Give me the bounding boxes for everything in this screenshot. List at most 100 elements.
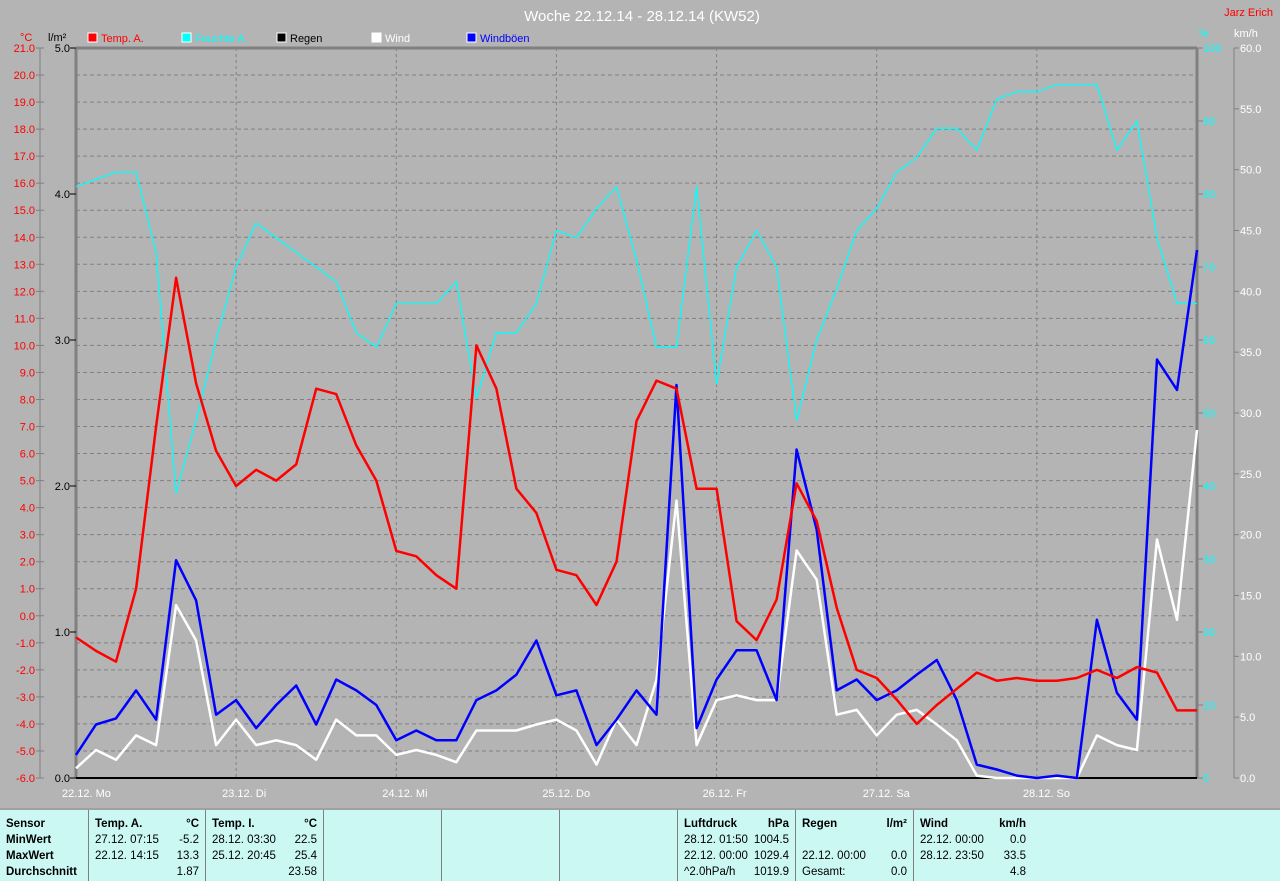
pressure-header: Luftdruck — [684, 818, 738, 830]
temp-tick-label: 13.0 — [14, 259, 35, 271]
humidity-tick-label: 50 — [1203, 408, 1215, 420]
legend-label: Wind — [385, 33, 410, 45]
temp-tick-label: 16.0 — [14, 178, 35, 190]
temp-i-min-time: 28.12. 03:30 — [212, 834, 276, 846]
pressure-unit: hPa — [767, 818, 789, 830]
wind-min-time: 22.12. 00:00 — [920, 834, 984, 846]
temp-i-max-time: 25.12. 20:45 — [212, 850, 276, 862]
humidity-tick-label: 90 — [1203, 116, 1215, 128]
temp-tick-label: 7.0 — [20, 422, 35, 434]
wind-axis-unit: km/h — [1234, 28, 1258, 40]
temp-a-min-time: 27.12. 07:15 — [95, 834, 159, 846]
wind-unit: km/h — [999, 818, 1026, 830]
sensor-column: Sensor MinWert MaxWert Durchschnitt — [0, 810, 89, 881]
pressure-column: Luftdruck hPa 28.12. 01:50 1004.5 22.12. 0… — [678, 810, 796, 881]
temp-tick-label: -6.0 — [16, 773, 35, 785]
legend-swatch — [181, 32, 192, 43]
temp-tick-label: -4.0 — [16, 719, 35, 731]
temp-tick-label: 6.0 — [20, 449, 35, 461]
legend-swatch — [87, 32, 98, 43]
legend-label: Windböen — [480, 33, 530, 45]
series-line-feuchte-a — [75, 83, 1197, 494]
sensor-header: Sensor — [6, 818, 45, 830]
wind-tick-label: 35.0 — [1240, 347, 1261, 359]
temp-i-unit: °C — [304, 818, 317, 830]
temp-a-avg: 1.87 — [176, 866, 199, 878]
humidity-axis-unit: % — [1199, 28, 1209, 40]
temp-i-header: Temp. I. — [212, 818, 255, 830]
series-line-windböen — [74, 249, 1199, 780]
humidity-tick-label: 0 — [1203, 773, 1209, 785]
rain-header: Regen — [802, 818, 838, 830]
legend-swatch — [466, 32, 477, 43]
axes: 22.12. Mo 23.12. Di 24.12. Mi 25.12. Do 26.1… — [14, 43, 1262, 800]
temp-tick-label: 11.0 — [14, 313, 35, 325]
pressure-max: 1029.4 — [753, 850, 789, 862]
temp-tick-label: 14.0 — [14, 232, 35, 244]
avg-label: Durchschnitt — [6, 866, 77, 878]
temp-tick-label: 17.0 — [14, 151, 35, 163]
max-label: MaxWert — [6, 850, 54, 862]
wind-tick-label: 20.0 — [1240, 530, 1261, 542]
rain-max-time: 22.12. 00:00 — [802, 850, 866, 862]
temp-tick-label: 21.0 — [14, 43, 35, 55]
series-line-temp-a — [75, 276, 1197, 726]
x-tick-label: 22.12. Mo — [62, 788, 111, 800]
legend-label: Temp. A. — [101, 33, 144, 45]
humidity-tick-label: 80 — [1203, 189, 1215, 201]
temp-tick-label: -5.0 — [16, 746, 35, 758]
temp-tick-label: 2.0 — [20, 557, 35, 569]
rain-tick-label: 0.0 — [55, 773, 70, 785]
humidity-tick-label: 70 — [1203, 262, 1215, 274]
temp-a-min: -5.2 — [179, 834, 199, 846]
x-tick-label: 26.12. Fr — [703, 788, 747, 800]
temp-tick-label: 9.0 — [20, 367, 35, 379]
temp-a-column: Temp. A. °C 27.12. 07:15 -5.2 22.12. 14:15… — [89, 810, 206, 881]
statistics-table: Sensor MinWert MaxWert Durchschnitt Temp… — [0, 808, 1280, 881]
temp-axis-unit: °C — [20, 32, 32, 44]
author-label: Jarz Erich — [1224, 7, 1273, 19]
series-group — [74, 83, 1199, 780]
wind-tick-label: 55.0 — [1240, 104, 1261, 116]
wind-min: 0.0 — [1010, 834, 1026, 846]
pressure-min: 1004.5 — [753, 834, 789, 846]
temp-tick-label: 10.0 — [14, 340, 35, 352]
temp-tick-label: -1.0 — [16, 638, 35, 650]
temp-tick-label: 5.0 — [20, 476, 35, 488]
temp-tick-label: 3.0 — [20, 530, 35, 542]
rain-axis-unit: l/m² — [48, 32, 67, 44]
x-tick-label: 24.12. Mi — [382, 788, 427, 800]
temp-tick-label: 19.0 — [14, 97, 35, 109]
rain-tick-label: 2.0 — [55, 481, 70, 493]
temp-i-avg: 23.58 — [288, 866, 317, 878]
grid — [76, 48, 1197, 778]
wind-max: 33.5 — [1003, 850, 1026, 862]
wind-tick-label: 60.0 — [1240, 43, 1261, 55]
wind-tick-label: 10.0 — [1240, 651, 1261, 663]
rain-tick-label: 5.0 — [55, 43, 70, 55]
wind-column: Wind km/h 22.12. 00:00 0.0 28.12. 23:50 33.… — [914, 810, 1032, 881]
wind-tick-label: 25.0 — [1240, 469, 1261, 481]
temp-tick-label: 1.0 — [20, 584, 35, 596]
min-label: MinWert — [6, 834, 52, 846]
temp-tick-label: -2.0 — [16, 665, 35, 677]
wind-tick-label: 45.0 — [1240, 226, 1261, 238]
rain-total: 0.0 — [891, 866, 907, 878]
wind-tick-label: 50.0 — [1240, 165, 1261, 177]
rain-tick-label: 1.0 — [55, 627, 70, 639]
pressure-trend: ^2.0hPa/h — [684, 866, 736, 878]
pressure-min-time: 28.12. 01:50 — [684, 834, 748, 846]
x-tick-label: 25.12. Do — [542, 788, 590, 800]
chart-title: Woche 22.12.14 - 28.12.14 (KW52) — [524, 8, 760, 25]
x-tick-label: 23.12. Di — [222, 788, 266, 800]
wind-tick-label: 5.0 — [1240, 712, 1255, 724]
humidity-tick-label: 100 — [1203, 43, 1221, 55]
rain-tick-label: 4.0 — [55, 189, 70, 201]
wind-header: Wind — [920, 818, 948, 830]
temp-a-unit: °C — [186, 818, 199, 830]
x-tick-label: 27.12. Sa — [863, 788, 911, 800]
rain-column: Regen l/m² 22.12. 00:00 0.0 Gesamt: 0.0 — [796, 810, 914, 881]
wind-tick-label: 40.0 — [1240, 286, 1261, 298]
temp-a-max: 13.3 — [176, 850, 199, 862]
temp-tick-label: 4.0 — [20, 503, 35, 515]
